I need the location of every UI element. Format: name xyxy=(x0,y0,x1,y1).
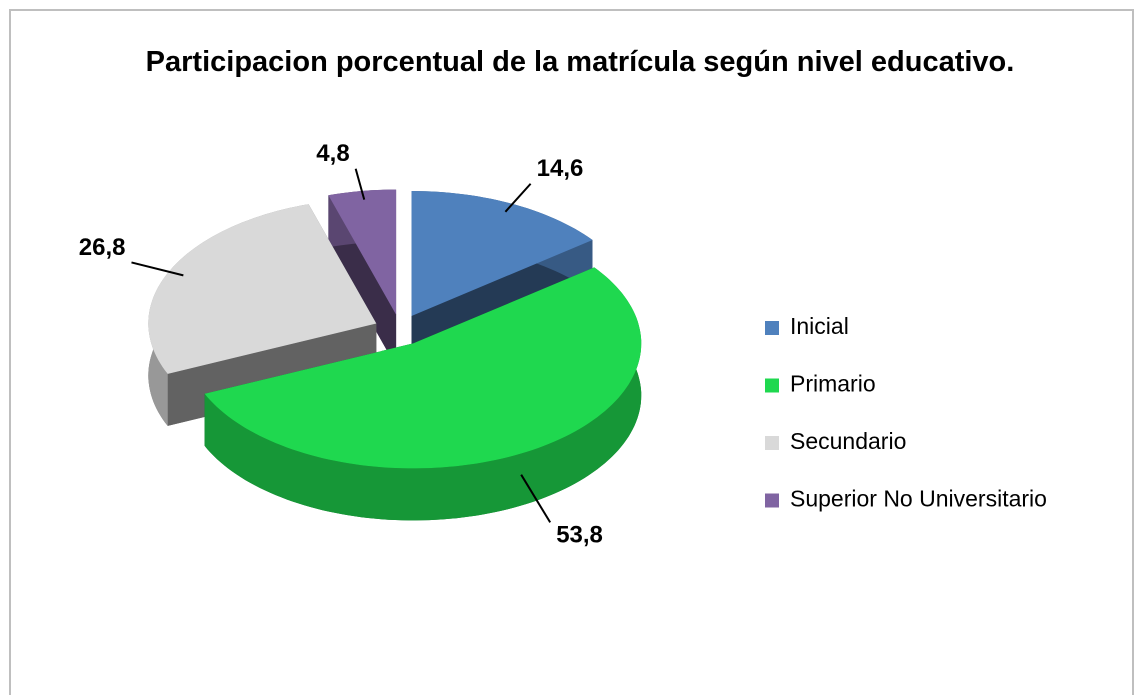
leader-line xyxy=(354,168,366,200)
slice-top xyxy=(148,204,377,374)
legend-swatch xyxy=(765,436,779,450)
leader-line xyxy=(504,183,532,213)
leader-line xyxy=(520,474,552,523)
slice-top xyxy=(411,191,593,316)
data-label: 4,8 xyxy=(316,140,349,167)
data-label: 26,8 xyxy=(79,234,126,261)
legend-label: Inicial xyxy=(790,313,849,339)
legend-swatch xyxy=(765,493,779,508)
legend-label: Secundario xyxy=(790,428,906,454)
slice-top xyxy=(204,267,642,469)
data-label: 53,8 xyxy=(556,522,603,549)
pie-slice xyxy=(148,204,377,426)
chart-title: Participacion porcentual de la matrícula… xyxy=(145,46,1015,78)
pie-slice xyxy=(204,267,642,521)
slice-wall xyxy=(204,267,642,521)
slice-top xyxy=(328,189,397,315)
legend-swatch xyxy=(765,321,779,335)
leader-line xyxy=(131,261,184,277)
data-label: 14,6 xyxy=(537,155,584,182)
legend-label: Superior No Universitario xyxy=(790,486,1047,512)
legend-swatch xyxy=(765,378,779,393)
pie-slice xyxy=(411,191,593,368)
legend-label: Primario xyxy=(790,371,876,397)
